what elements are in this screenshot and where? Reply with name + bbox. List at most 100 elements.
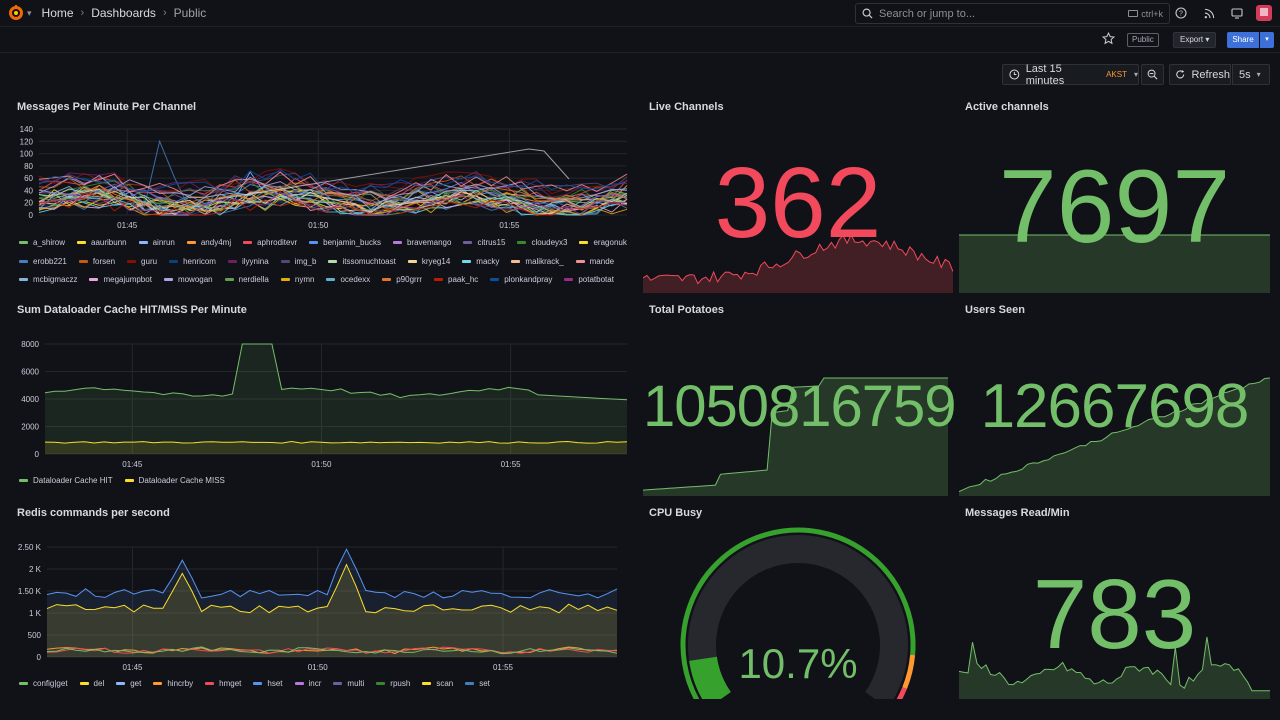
search-input[interactable]: Search or jump to... ctrl+k (855, 3, 1170, 24)
legend-swatch (434, 278, 444, 282)
panel-live-channels[interactable]: Live Channels 362 (643, 101, 953, 293)
legend-item[interactable]: plonkandpray (490, 274, 552, 285)
breadcrumb-home[interactable]: Home (41, 6, 74, 20)
legend-item[interactable]: config|get (19, 678, 68, 689)
legend-item[interactable]: ocedexx (326, 274, 370, 285)
legend-item[interactable]: mcbigmaczz (19, 274, 77, 285)
legend-item[interactable]: get (116, 678, 141, 689)
legend-item[interactable]: paak_hc (434, 274, 478, 285)
kiosk-monitor-icon[interactable] (1228, 4, 1246, 22)
y-tick-label: 40 (24, 186, 33, 195)
legend-item[interactable]: citrus15 (463, 237, 505, 248)
series-line (46, 646, 618, 654)
redis-timeseries-chart[interactable]: 2.50 K 2 K 1.50 K 1 K 500 0 01:45 01:50 01:55 (17, 535, 629, 677)
refresh-button[interactable]: Refresh (1169, 64, 1231, 85)
legend-item[interactable]: benjamin_bucks (309, 237, 381, 248)
legend-item[interactable]: guru (127, 256, 157, 267)
legend-label: hincrby (167, 679, 194, 688)
legend-item[interactable]: set (465, 678, 490, 689)
legend-item[interactable]: henricom (169, 256, 216, 267)
legend-label: nerdiella (238, 275, 269, 285)
panel-redis-commands[interactable]: Redis commands per second 2.50 K 2 K 1.50 … (17, 507, 629, 697)
panel-users-seen[interactable]: Users Seen 12667698 (959, 304, 1270, 496)
zoom-out-button[interactable] (1141, 64, 1164, 85)
legend-item[interactable]: kryeg14 (407, 256, 450, 267)
legend-item[interactable]: erobb221 (19, 256, 67, 267)
panel-title: Messages Read/Min (965, 507, 1070, 519)
panel-dataloader-cache[interactable]: Sum Dataloader Cache HIT/MISS Per Minute… (17, 304, 629, 494)
public-badge: Public (1127, 33, 1159, 47)
breadcrumb-dashboards[interactable]: Dashboards (91, 6, 156, 20)
share-button[interactable]: Share (1227, 32, 1259, 48)
y-tick-label: 2.50 K (18, 543, 42, 552)
breadcrumb-public[interactable]: Public (173, 6, 207, 20)
legend-label: citrus15 (477, 238, 506, 247)
legend-item[interactable]: ilyynina (227, 256, 269, 267)
legend-item[interactable]: Dataloader Cache HIT (19, 475, 113, 486)
messages-timeseries-chart[interactable]: 140 120 100 80 60 40 20 0 01:45 01:50 01:55 (17, 121, 629, 236)
legend-item[interactable]: hset (253, 678, 283, 689)
legend-item[interactable]: malikrack_ (511, 256, 564, 267)
refresh-interval-label: 5s (1239, 68, 1251, 81)
legend-item[interactable]: img_b (280, 256, 316, 267)
rss-news-icon[interactable] (1200, 4, 1218, 22)
legend-item[interactable]: bravemango (392, 237, 451, 248)
legend-item[interactable]: aauribunn (77, 237, 127, 248)
legend-item[interactable]: incr (294, 678, 321, 689)
x-tick-label: 01:45 (122, 460, 143, 469)
legend-item[interactable]: hmget (205, 678, 241, 689)
legend-label: benjamin_bucks (323, 238, 381, 247)
legend-item[interactable]: aphroditevr (243, 237, 297, 248)
export-button[interactable]: Export ▾ (1173, 32, 1217, 48)
series-line (38, 174, 628, 200)
x-tick-label: 01:50 (311, 460, 332, 469)
legend-item[interactable]: andy4mj (186, 237, 231, 248)
share-dropdown-chevron-icon[interactable]: ▾ (1260, 32, 1274, 48)
refresh-interval-picker[interactable]: 5s ▾ (1232, 64, 1270, 85)
legend-swatch (376, 682, 386, 685)
panel-messages-per-minute[interactable]: Messages Per Minute Per Channel 140 120 10… (17, 101, 629, 291)
panel-cpu-busy[interactable]: CPU Busy 10.7% (643, 507, 953, 699)
star-icon[interactable] (1102, 32, 1115, 45)
legend-item[interactable]: ainrun (138, 237, 175, 248)
legend-item[interactable]: rpush (376, 678, 410, 689)
legend-item[interactable]: a_shirow (19, 237, 65, 248)
x-tick-label: 01:50 (308, 221, 329, 230)
legend-swatch (392, 241, 402, 244)
panel-title: Users Seen (965, 304, 1025, 316)
legend-item[interactable]: hincrby (153, 678, 193, 689)
legend-item[interactable]: nerdiella (224, 274, 269, 285)
legend-item[interactable]: mande (575, 256, 614, 267)
user-avatar[interactable] (1256, 5, 1272, 21)
sparkline-line (643, 233, 953, 285)
panel-messages-read-min[interactable]: Messages Read/Min 783 (959, 507, 1270, 699)
legend-item[interactable]: del (79, 678, 104, 689)
series-line-hit (44, 343, 628, 401)
legend-item[interactable]: megajumpbot (89, 274, 152, 285)
time-range-picker[interactable]: Last 15 minutes AKST ▾ (1002, 63, 1139, 87)
keyboard-icon (1128, 10, 1139, 17)
legend-item[interactable]: potatbotat (564, 274, 614, 285)
menu-chevron-down-icon[interactable]: ▾ (27, 7, 32, 18)
grafana-logo-icon[interactable] (8, 5, 24, 21)
legend-item[interactable]: cloudeyx3 (517, 237, 567, 248)
help-icon[interactable]: ? (1172, 4, 1190, 22)
dataloader-legend: Dataloader Cache HIT Dataloader Cache MIS… (19, 475, 627, 489)
panel-total-potatoes[interactable]: Total Potatoes 1050816759 (643, 304, 957, 496)
panel-active-channels[interactable]: Active channels 7697 (959, 101, 1270, 293)
legend-item[interactable]: multi (333, 678, 364, 689)
legend-swatch (153, 682, 163, 685)
legend-item[interactable]: Dataloader Cache MISS (124, 475, 225, 486)
legend-item[interactable]: mowogan (163, 274, 213, 285)
gauge-threshold-orange (902, 654, 916, 690)
dataloader-timeseries-chart[interactable]: 8000 6000 4000 2000 0 01:45 01:50 01:55 (17, 334, 629, 474)
legend-item[interactable]: eragonuk (579, 237, 627, 248)
legend-item[interactable]: nymn (280, 274, 314, 285)
legend-item[interactable]: p90grrr (382, 274, 422, 285)
legend-swatch (382, 278, 392, 282)
legend-item[interactable]: scan (422, 678, 453, 689)
legend-item[interactable]: forsen (78, 256, 115, 267)
clock-icon (1009, 69, 1020, 80)
legend-item[interactable]: itssomuchtoast (328, 256, 396, 267)
legend-item[interactable]: macky (462, 256, 499, 267)
